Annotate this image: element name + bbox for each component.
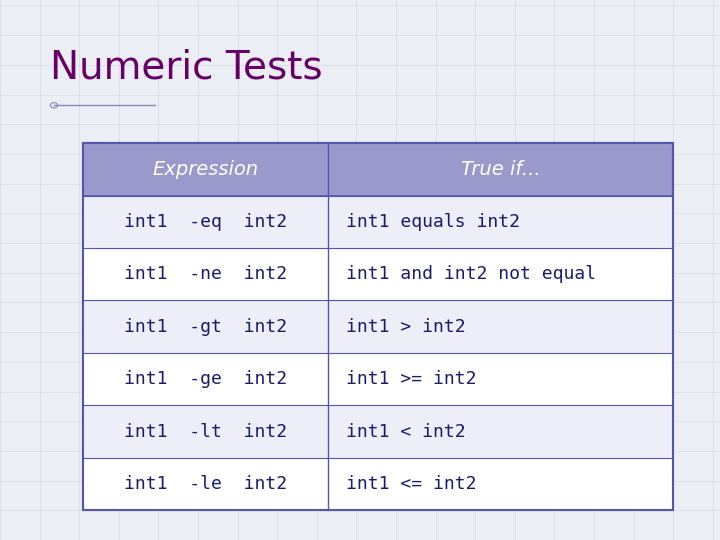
Bar — [83, 300, 673, 353]
Bar — [83, 353, 673, 406]
Bar — [83, 406, 673, 458]
Text: int1  -lt  int2: int1 -lt int2 — [124, 423, 287, 441]
Bar — [83, 248, 673, 300]
Text: Numeric Tests: Numeric Tests — [50, 49, 323, 86]
Bar — [83, 143, 673, 510]
Bar — [83, 195, 673, 248]
Text: int1 > int2: int1 > int2 — [346, 318, 465, 336]
Text: int1 < int2: int1 < int2 — [346, 423, 465, 441]
Text: int1  -ne  int2: int1 -ne int2 — [124, 265, 287, 284]
Text: int1 and int2 not equal: int1 and int2 not equal — [346, 265, 595, 284]
Bar — [83, 143, 673, 195]
Bar — [83, 143, 673, 510]
Text: int1 equals int2: int1 equals int2 — [346, 213, 520, 231]
Text: int1  -le  int2: int1 -le int2 — [124, 475, 287, 493]
Text: int1  -eq  int2: int1 -eq int2 — [124, 213, 287, 231]
Text: int1  -ge  int2: int1 -ge int2 — [124, 370, 287, 388]
Text: Expression: Expression — [152, 160, 258, 179]
Text: int1 >= int2: int1 >= int2 — [346, 370, 476, 388]
Bar — [83, 458, 673, 510]
Text: True if...: True if... — [461, 160, 540, 179]
Text: int1  -gt  int2: int1 -gt int2 — [124, 318, 287, 336]
Text: int1 <= int2: int1 <= int2 — [346, 475, 476, 493]
